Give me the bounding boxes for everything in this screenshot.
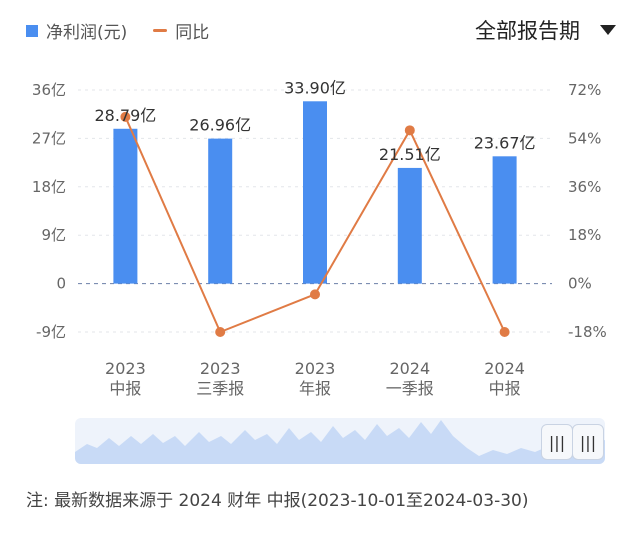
yoy-point: [310, 289, 320, 300]
y-left-tick-label: 18亿: [32, 178, 66, 196]
bar-swatch-icon: [26, 24, 38, 37]
range-scroller[interactable]: [75, 418, 605, 464]
report-period-label: 全部报告期: [475, 19, 580, 43]
bar: [492, 156, 517, 284]
bar-value-label: 33.90亿: [284, 78, 346, 97]
bar: [303, 101, 327, 284]
y-right-tick-label: 0%: [568, 275, 592, 293]
x-category-label: 2023 年报: [295, 359, 336, 398]
y-right-tick-label: 18%: [568, 226, 601, 244]
bar: [397, 167, 422, 284]
y-right-tick-label: 72%: [568, 81, 601, 99]
scroller-preview-area: [75, 420, 605, 464]
y-left-tick-label: -9亿: [36, 323, 66, 341]
scroller-right-handle[interactable]: |||: [572, 424, 604, 460]
legend-yoy-label: 同比: [175, 23, 210, 43]
yoy-point: [215, 327, 226, 337]
y-right-tick-label: 54%: [568, 129, 601, 147]
chart-legend: 净利润(元) 同比: [26, 18, 235, 43]
yoy-point: [499, 327, 510, 337]
x-category-label: 2024 一季报: [386, 359, 434, 398]
legend-item-net-profit[interactable]: 净利润(元): [26, 18, 127, 43]
yoy-point: [120, 111, 131, 122]
bar-value-label: 23.67亿: [474, 133, 536, 152]
bar: [113, 128, 138, 284]
bar: [208, 138, 233, 284]
y-left-tick-label: 0: [56, 275, 66, 293]
y-left-tick-label: 36亿: [32, 81, 66, 99]
x-category-label: 2024 中报: [484, 359, 525, 398]
caret-down-icon: [600, 25, 616, 35]
bar-value-label: 21.51亿: [379, 145, 441, 164]
x-category-label: 2023 中报: [105, 359, 146, 398]
yoy-point: [404, 125, 415, 136]
x-category-label: 2023 三季报: [196, 359, 244, 398]
y-left-tick-label: 27亿: [32, 129, 66, 147]
legend-net-profit-label: 净利润(元): [46, 23, 128, 43]
report-period-dropdown[interactable]: 全部报告期: [475, 15, 616, 45]
scroller-left-handle[interactable]: |||: [541, 424, 573, 460]
legend-item-yoy[interactable]: 同比: [153, 18, 209, 43]
bar-value-label: 26.96亿: [189, 116, 251, 135]
line-swatch-icon: [153, 29, 168, 32]
data-source-footnote: 注: 最新数据来源于 2024 财年 中报(2023-10-01至2024-03…: [26, 491, 529, 511]
y-right-tick-label: -18%: [568, 323, 607, 341]
y-left-tick-label: 9亿: [41, 226, 66, 244]
y-right-tick-label: 36%: [568, 178, 601, 196]
profit-chart: 36亿 27亿 18亿 9亿 0 -9亿 72% 54% 36% 18% 0% -18% 28.79亿 2…: [32, 78, 607, 398]
bar-value-label: 28.79亿: [94, 106, 156, 125]
